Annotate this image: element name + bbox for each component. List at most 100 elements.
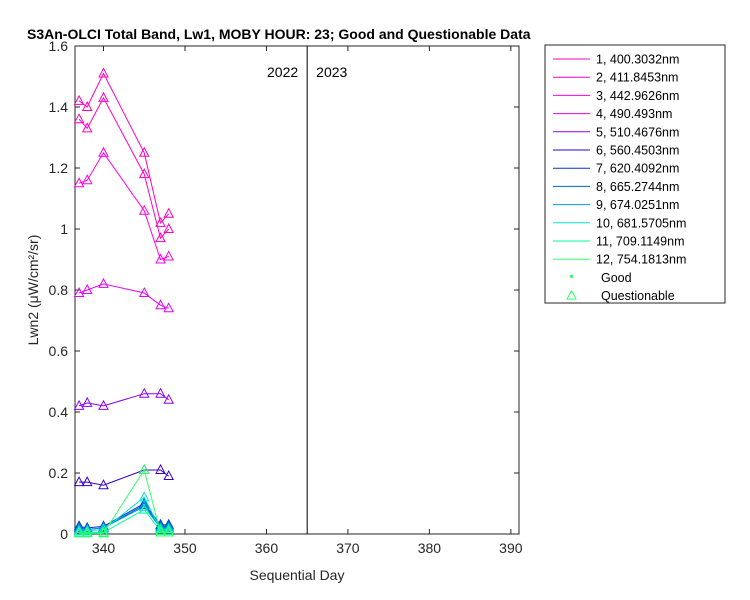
data-point-questionable — [138, 498, 150, 510]
year-label-2023: 2023 — [316, 64, 347, 80]
data-point-questionable — [98, 399, 109, 410]
legend-items: 1, 400.3032nm 2, 411.8453nm 3, 442.9626nm 4… — [553, 53, 686, 303]
series-5 — [73, 387, 175, 410]
chart-title: S3An-OLCI Total Band, Lw1, MOBY HOUR: 23… — [27, 26, 531, 42]
data-point-questionable — [98, 91, 109, 102]
data-point-questionable — [155, 526, 166, 537]
data-point-questionable — [73, 286, 85, 298]
legend-label: 12, 754.1813nm — [596, 253, 686, 267]
data-point-questionable — [163, 524, 175, 535]
series-1 — [73, 91, 175, 243]
data-point-questionable — [163, 207, 175, 218]
series-line — [79, 468, 169, 534]
x-tick-label: 370 — [336, 540, 360, 556]
data-point-questionable — [138, 146, 150, 157]
legend-label: 10, 681.5705nm — [596, 216, 686, 230]
data-point-questionable — [138, 503, 150, 514]
data-point-questionable — [155, 463, 166, 474]
data-point-questionable — [73, 113, 85, 124]
series-line — [79, 469, 169, 486]
legend-label: Questionable — [601, 289, 675, 303]
series-12 — [73, 463, 175, 538]
data-point-questionable — [73, 527, 85, 538]
x-tick-label: 340 — [92, 540, 116, 556]
data-point-questionable — [73, 520, 85, 531]
data-point-questionable — [81, 100, 93, 111]
y-tick-label: 1.2 — [49, 160, 69, 176]
data-point-questionable — [73, 524, 85, 535]
legend-label: 2, 411.8453nm — [596, 71, 678, 85]
data-point-questionable — [138, 491, 150, 502]
data-point-questionable — [81, 122, 93, 133]
legend-label: 8, 665.2744nm — [596, 180, 679, 194]
data-point-questionable — [73, 399, 85, 410]
y-tick-label: 0.2 — [49, 465, 69, 481]
data-point-questionable — [138, 204, 150, 215]
data-point-questionable — [73, 523, 85, 534]
data-point-questionable — [81, 283, 93, 294]
y-tick-label: 1.6 — [49, 38, 69, 54]
y-tick-label: 0.8 — [49, 282, 69, 298]
series-layer — [73, 67, 175, 538]
series-2 — [73, 67, 175, 227]
legend-label: 5, 510.4676nm — [596, 125, 679, 139]
legend-label: 1, 400.3032nm — [596, 53, 679, 67]
data-point-questionable — [73, 177, 85, 188]
data-point-questionable — [81, 396, 93, 407]
series-line — [78, 283, 169, 309]
year-label-2022: 2022 — [267, 64, 298, 80]
legend-label: Good — [601, 271, 632, 285]
legend: 1, 400.3032nm 2, 411.8453nm 3, 442.9626nm 4… — [544, 44, 726, 304]
series-3 — [73, 146, 175, 264]
data-point-questionable — [163, 393, 175, 404]
data-point-questionable — [73, 521, 85, 532]
y-tick-label: 0.4 — [49, 404, 69, 420]
data-point-questionable — [155, 524, 166, 535]
data-point-questionable — [98, 277, 109, 288]
legend-label: 7, 620.4092nm — [596, 162, 679, 176]
data-point-questionable — [81, 174, 93, 185]
data-point-questionable — [155, 253, 166, 264]
series-line — [78, 393, 169, 407]
data-point-questionable — [138, 168, 150, 179]
x-tick-label: 380 — [418, 540, 442, 556]
legend-marker-good — [569, 274, 574, 278]
x-axis: 340 350 360 370 380 390 — [92, 46, 523, 556]
data-point-questionable — [155, 299, 166, 310]
data-point-questionable — [98, 67, 109, 78]
data-point-questionable — [155, 387, 166, 398]
data-point-questionable — [98, 527, 109, 538]
legend-label: 3, 442.9626nm — [596, 89, 679, 103]
legend-label: 11, 709.1149nm — [596, 235, 685, 249]
data-point-questionable — [163, 222, 175, 233]
data-point-questionable — [73, 94, 85, 105]
data-point-questionable — [155, 216, 166, 227]
y-tick-label: 0 — [60, 526, 68, 542]
legend-label: 9, 674.0251nm — [596, 198, 679, 212]
data-point-questionable — [98, 146, 109, 157]
x-axis-label: Sequential Day — [250, 567, 345, 583]
data-point-questionable — [163, 250, 175, 261]
data-point-questionable — [138, 387, 150, 398]
y-tick-label: 1.4 — [49, 99, 69, 115]
data-point-questionable — [138, 463, 150, 474]
data-point-questionable — [163, 526, 175, 537]
data-point-questionable — [98, 479, 109, 490]
legend-label: 6, 560.4503nm — [596, 144, 679, 158]
legend-marker-questionable — [566, 289, 577, 300]
data-point-questionable — [81, 476, 93, 487]
data-point-questionable — [155, 232, 166, 243]
data-point-questionable — [163, 469, 175, 481]
data-point-questionable — [81, 527, 93, 538]
x-tick-label: 360 — [255, 540, 279, 556]
series-4 — [73, 277, 175, 313]
data-point-questionable — [138, 286, 150, 298]
legend-box — [544, 44, 726, 304]
x-tick-label: 350 — [173, 540, 197, 556]
plot-area — [74, 45, 520, 535]
data-point-questionable — [73, 476, 85, 487]
data-point-questionable — [81, 524, 93, 535]
series-line — [78, 151, 169, 261]
legend-label: 4, 490.493nm — [596, 107, 672, 121]
